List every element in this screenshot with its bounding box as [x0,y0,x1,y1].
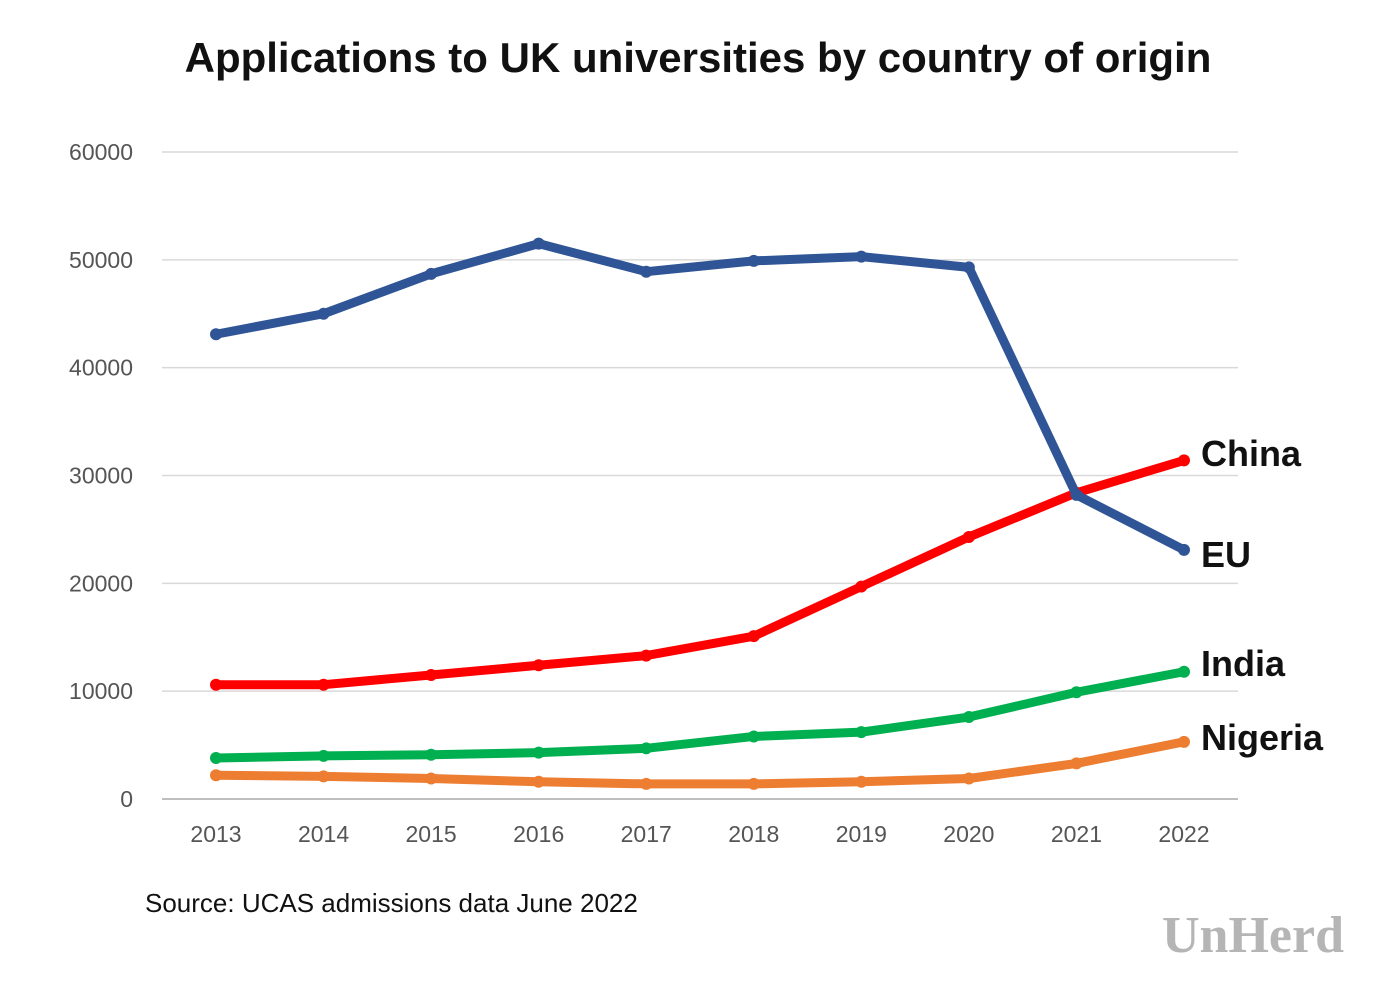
x-tick-label: 2021 [1051,821,1102,847]
data-point-china [962,530,975,543]
x-tick-label: 2017 [621,821,672,847]
data-point-india [1178,665,1190,678]
series-label-india: India [1201,643,1286,684]
series-line-india [211,667,1189,763]
data-point-eu [1070,488,1083,501]
x-tick-label: 2019 [836,821,887,847]
data-point-eu [425,267,438,280]
y-axis-ticks: 0 10000 20000 30000 40000 50000 60000 [69,139,133,812]
data-point-eu [317,307,330,320]
data-point-nigeria [962,772,975,785]
x-tick-label: 2013 [190,821,241,847]
data-point-india [962,711,975,724]
data-point-china [747,630,760,643]
data-point-india [855,726,868,739]
brand-logo: UnHerd [1162,907,1344,964]
data-point-eu [747,254,760,267]
x-tick-label: 2015 [406,821,457,847]
data-point-china [425,668,438,681]
y-tick-label: 0 [120,786,133,812]
x-tick-label: 2014 [298,821,349,847]
data-point-india [210,752,222,765]
data-point-eu [532,237,545,250]
data-point-india [747,730,760,743]
x-tick-label: 2016 [513,821,564,847]
series-line-nigeria [211,737,1189,789]
x-tick-label: 2018 [728,821,779,847]
data-point-eu [1178,543,1190,556]
x-tick-label: 2020 [943,821,994,847]
data-point-india [425,748,438,761]
series-label-china: China [1201,433,1302,474]
series-label-eu: EU [1201,534,1251,575]
y-tick-label: 40000 [69,355,133,381]
data-point-india [317,749,330,762]
data-point-india [532,746,545,759]
data-point-eu [640,265,653,278]
data-point-nigeria [747,777,760,790]
chart-title: Applications to UK universities by count… [185,34,1212,81]
data-point-china [855,580,868,593]
data-point-nigeria [1178,735,1190,748]
data-point-china [210,678,222,691]
data-point-china [640,649,653,662]
y-tick-label: 20000 [69,570,133,596]
data-point-nigeria [1070,757,1083,770]
data-point-nigeria [855,775,868,788]
x-axis-ticks: 2013 2014 2015 2016 2017 2018 2019 2020 2021 2022 [190,821,1209,847]
y-tick-label: 60000 [69,139,133,165]
series-label-nigeria: Nigeria [1201,717,1324,758]
data-point-eu [855,250,868,263]
data-point-nigeria [532,775,545,788]
source-note: Source: UCAS admissions data June 2022 [145,888,638,918]
series-lines [210,237,1190,790]
grid [162,151,1238,800]
data-point-eu [210,328,222,341]
y-tick-label: 10000 [69,678,133,704]
data-point-china [317,678,330,691]
data-point-india [1070,686,1083,699]
y-tick-label: 50000 [69,247,133,273]
series-line-eu [211,239,1189,555]
data-point-nigeria [317,770,330,783]
data-point-china [532,659,545,672]
data-point-nigeria [210,769,222,782]
y-tick-label: 30000 [69,463,133,489]
x-tick-label: 2022 [1158,821,1209,847]
data-point-nigeria [640,777,653,790]
data-point-china [1178,454,1190,467]
data-point-nigeria [425,772,438,785]
data-point-india [640,742,653,755]
series-labels: EU China India Nigeria [1201,433,1324,758]
data-point-eu [962,261,975,274]
series-line-china [211,455,1189,690]
